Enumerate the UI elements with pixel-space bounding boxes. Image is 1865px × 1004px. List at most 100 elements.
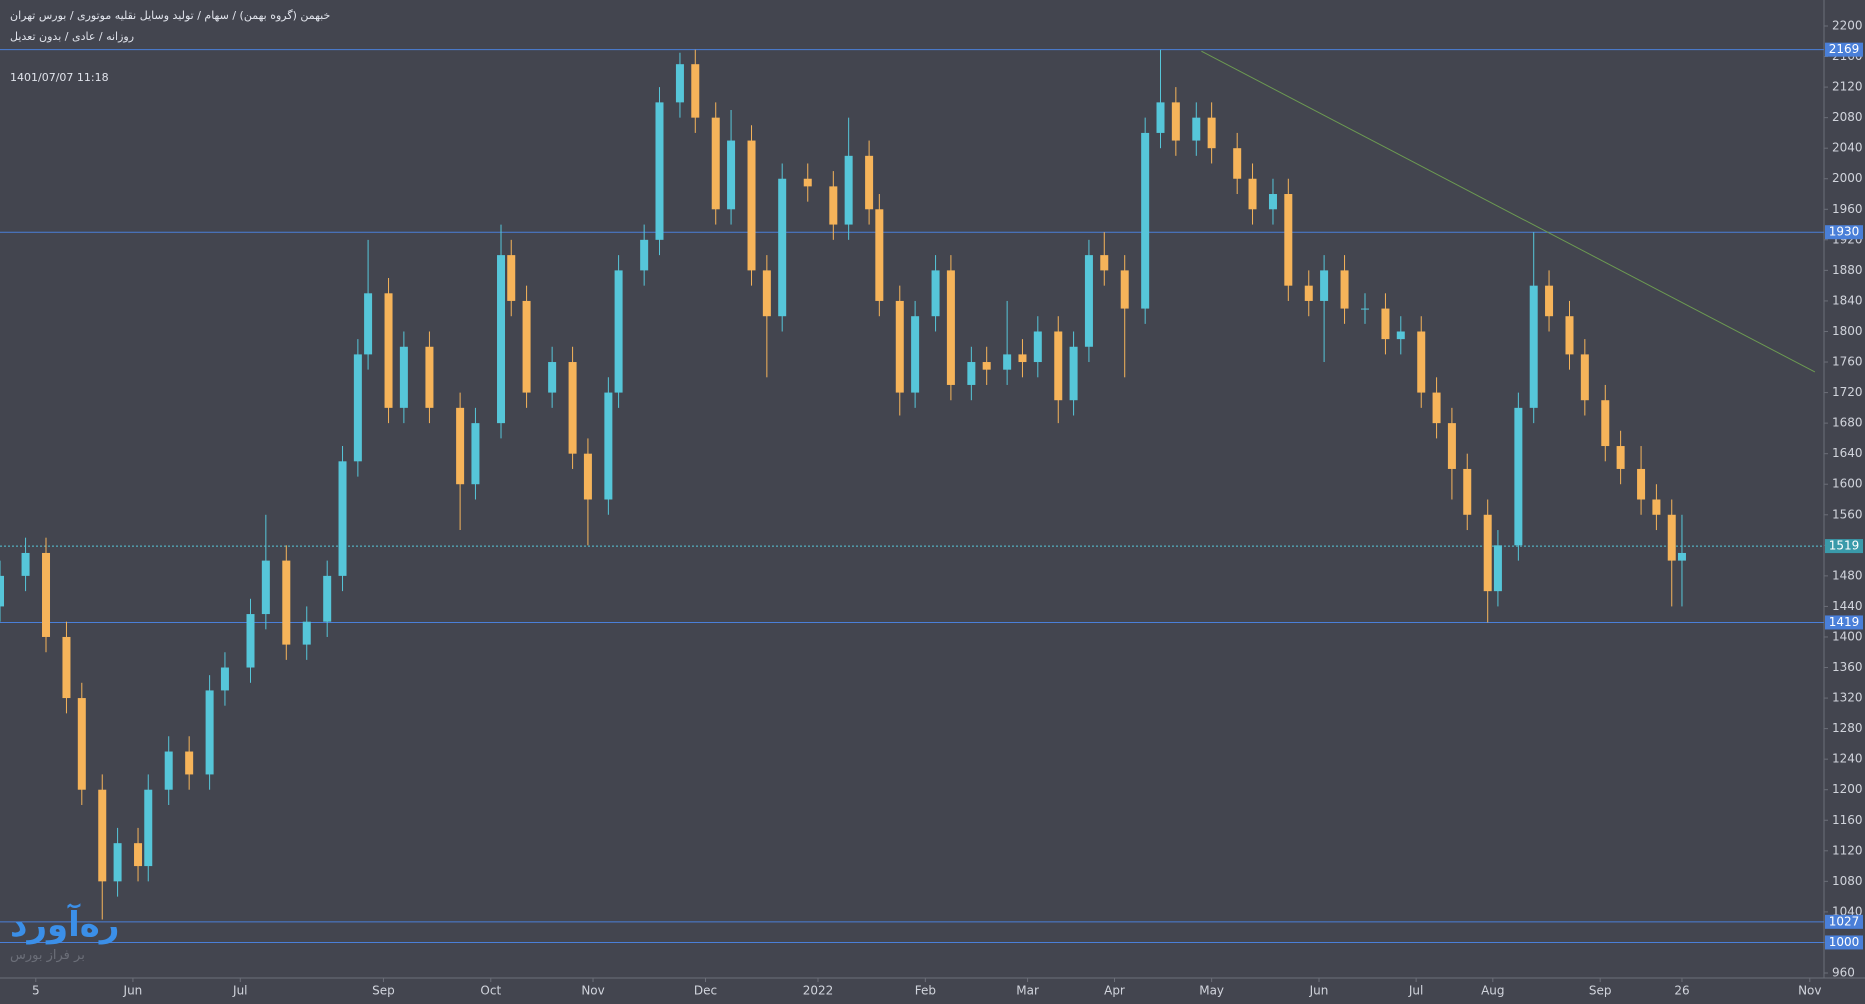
candle-body: [1156, 102, 1165, 133]
candle-body: [778, 178, 787, 317]
y-tick-label: 1760: [1832, 355, 1863, 369]
y-tick-label: 2120: [1832, 80, 1863, 94]
level-label: 1419: [1829, 615, 1860, 629]
candle-body: [1120, 270, 1129, 309]
candle-body: [42, 552, 51, 637]
candle-body: [1493, 545, 1502, 592]
level-label-box: [1825, 225, 1863, 240]
y-tick-label: 1880: [1832, 263, 1863, 277]
level-label: 1519: [1829, 539, 1860, 553]
candle-body: [497, 255, 506, 424]
candle-body: [77, 698, 86, 790]
candle-body: [399, 346, 408, 408]
candle-body: [1171, 102, 1180, 141]
candle-body: [1616, 446, 1625, 469]
candle-body: [640, 239, 649, 271]
candle-body: [1248, 178, 1257, 210]
x-tick-label: Mar: [1016, 984, 1039, 998]
candle-body: [931, 270, 940, 317]
y-tick-label: 2080: [1832, 110, 1863, 124]
candle-body: [1233, 148, 1242, 179]
y-tick-label: 1080: [1832, 874, 1863, 888]
chart-subtitle: روزانه / عادی / بدون تعدیل: [10, 30, 135, 43]
x-tick-label: Oct: [480, 984, 501, 998]
candle-body: [507, 255, 516, 301]
level-label-box: [1825, 539, 1863, 554]
candle-body: [185, 751, 194, 775]
x-tick-label: Nov: [1798, 984, 1821, 998]
candle-body: [1069, 346, 1078, 401]
candle-body: [522, 300, 531, 393]
candle-body: [261, 560, 270, 615]
y-tick-label: 2200: [1832, 19, 1863, 33]
x-tick-label: Jul: [1408, 984, 1423, 998]
y-tick-label: 1560: [1832, 507, 1863, 521]
level-label-box: [1825, 615, 1863, 630]
trend-line: [1201, 50, 1816, 373]
x-tick-label: Jun: [123, 984, 143, 998]
level-label: 2169: [1829, 42, 1860, 56]
candle-body: [323, 575, 332, 622]
y-tick-label: 1120: [1832, 843, 1863, 857]
y-tick-label: 2000: [1832, 171, 1863, 185]
candle-body: [1447, 423, 1456, 469]
candle-body: [364, 293, 373, 355]
level-label: 1000: [1829, 935, 1860, 949]
candle-body: [1018, 354, 1027, 363]
y-tick-label: 1840: [1832, 293, 1863, 307]
candle-body: [727, 140, 736, 210]
candle-body: [967, 362, 976, 385]
candle-body: [946, 270, 955, 385]
candle-body: [1141, 132, 1150, 309]
candle-body: [205, 690, 214, 775]
candle-body: [1320, 270, 1329, 301]
candle-body: [711, 117, 720, 210]
candle-body: [803, 178, 812, 187]
candle-body: [548, 362, 557, 393]
y-tick-label: 1320: [1832, 691, 1863, 705]
candle-body: [384, 293, 393, 408]
candle-body: [747, 140, 756, 271]
candle-body: [1084, 255, 1093, 347]
candle-body: [338, 461, 347, 576]
candle-body: [1601, 400, 1610, 447]
candle-body: [1463, 468, 1472, 515]
candle-body: [425, 346, 434, 408]
candle-body: [456, 407, 465, 485]
candle-body: [844, 155, 853, 225]
candle-body: [604, 392, 613, 500]
x-tick-label: 5: [32, 984, 40, 998]
x-tick-label: Aug: [1481, 984, 1504, 998]
level-label: 1027: [1829, 914, 1860, 928]
candle-body: [865, 155, 874, 210]
candle-body: [1340, 270, 1349, 309]
candle-body: [1361, 308, 1369, 310]
candle-body: [471, 423, 480, 485]
candle-body: [568, 362, 577, 454]
candle-body: [1529, 285, 1538, 408]
candle-body: [655, 102, 664, 240]
y-tick-label: 1600: [1832, 477, 1863, 491]
candle-body: [1514, 407, 1523, 546]
x-tick-label: Feb: [915, 984, 936, 998]
candle-body: [1192, 117, 1201, 141]
x-tick-label: 26: [1674, 984, 1689, 998]
symbol-title: خبهمن (گروه بهمن) / سهام / تولید وسایل ن…: [10, 9, 331, 22]
y-tick-label: 1200: [1832, 782, 1863, 796]
candle-body: [1381, 308, 1390, 340]
candle-body: [353, 354, 362, 462]
watermark-subtitle: بر فراز بورس: [10, 948, 85, 963]
y-tick-label: 1240: [1832, 752, 1863, 766]
candle-body: [134, 843, 143, 867]
candle-body: [1054, 331, 1063, 401]
candle-body: [911, 316, 920, 393]
candle-body: [1033, 331, 1042, 363]
y-tick-label: 1680: [1832, 416, 1863, 430]
candle-body: [1667, 514, 1676, 561]
candle-body: [1545, 285, 1554, 317]
candle-body: [614, 270, 623, 393]
x-tick-label: Jul: [232, 984, 247, 998]
candle-body: [982, 362, 991, 370]
candle-body: [62, 636, 71, 699]
candle-body: [164, 751, 173, 790]
